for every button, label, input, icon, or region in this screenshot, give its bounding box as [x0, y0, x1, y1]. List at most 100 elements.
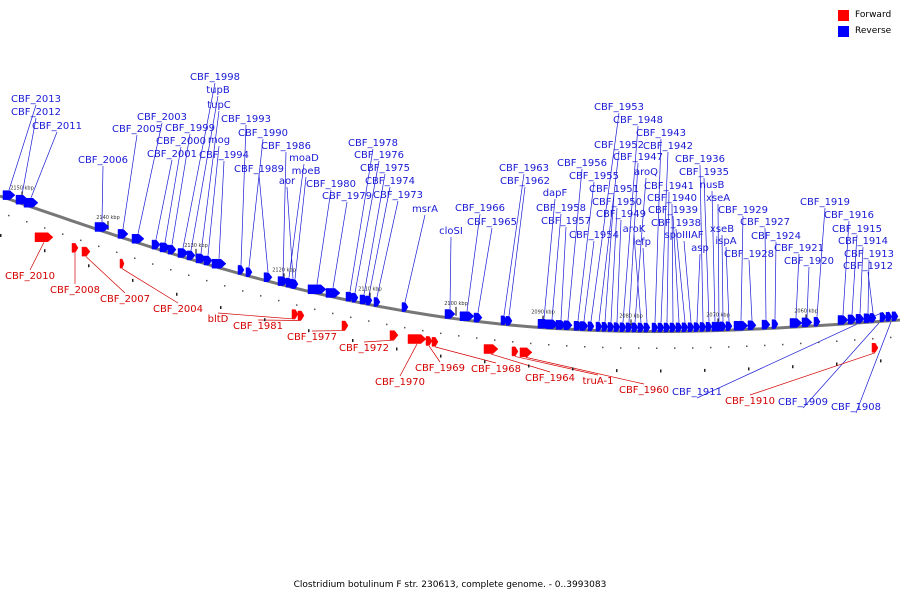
- gene-bltd-forward: [291, 309, 299, 319]
- track-dot: [494, 339, 496, 341]
- track-dash: [616, 369, 618, 373]
- gene-cbf-2001-reverse: [151, 239, 161, 250]
- gene-cbf-1964-forward: [483, 344, 499, 354]
- gene-cbf-1994-reverse: [211, 258, 227, 269]
- track-dot: [620, 347, 622, 349]
- gene-cbf-1927-reverse: [761, 319, 771, 330]
- leader-line: [349, 148, 374, 292]
- leader-line: [354, 160, 380, 293]
- map-caption: Clostridium botulinum F str. 230613, com…: [294, 580, 607, 590]
- label-cbf-1921: CBF_1921: [774, 243, 824, 254]
- track-dot: [152, 263, 154, 265]
- leader-line: [399, 343, 418, 377]
- scale-ticks: 2150 kbp 2140 kbp 2130 kbp 2120 kbp 2110 kbp…: [10, 186, 818, 329]
- leader-line: [164, 146, 182, 243]
- track-dash: [704, 368, 706, 372]
- leader-line: [666, 191, 670, 323]
- gene-cbf-1910-forward: [871, 343, 879, 353]
- gene-cbf-1924-reverse: [771, 319, 779, 329]
- gene-cbf-1980-reverse: [307, 284, 327, 295]
- gene-cbf-1941-reverse: [663, 322, 671, 333]
- label-cbf-1989: CBF_1989: [234, 164, 284, 175]
- track-dash: [308, 329, 310, 333]
- gene-cbf-1949-reverse: [613, 322, 621, 332]
- gene-cbf-1909-reverse: [885, 312, 893, 322]
- label-cbf-1977: CBF_1977: [287, 332, 337, 343]
- label-cbf-2013: CBF_2013: [11, 94, 61, 105]
- label-cbf-2000: CBF_2000: [156, 136, 206, 147]
- label-moeb: moeB: [292, 166, 321, 177]
- gene-cbf-1954-reverse: [579, 321, 589, 331]
- leader-line: [363, 339, 395, 343]
- track-dot: [62, 233, 64, 235]
- gene-cbf-1916-reverse: [837, 315, 849, 325]
- leader-line: [182, 82, 216, 249]
- leader-line: [764, 227, 767, 320]
- track-dash: [264, 318, 266, 322]
- leader-line: [218, 160, 225, 259]
- track-dot: [278, 299, 280, 302]
- gene-cbf-1920-reverse: [801, 317, 813, 328]
- track-dot: [368, 320, 370, 322]
- label-cbf-2006: CBF_2006: [78, 155, 128, 166]
- track-dash: [0, 234, 2, 237]
- label-cbf-1913: CBF_1913: [844, 249, 894, 260]
- forward-swatch: [838, 10, 849, 21]
- label-cbf-1976: CBF_1976: [354, 150, 404, 161]
- leader-line: [859, 246, 864, 314]
- label-cbf-1940: CBF_1940: [647, 193, 697, 204]
- track-dot: [314, 308, 316, 311]
- reverse-swatch: [838, 26, 849, 37]
- leader-line: [316, 189, 332, 285]
- track-dash: [748, 367, 750, 371]
- label-aor: aor: [279, 176, 296, 187]
- scale-tick-label: 2150 kbp: [10, 186, 34, 192]
- label-cbf-1998: CBF_1998: [190, 72, 240, 83]
- label-cbf-1973: CBF_1973: [373, 190, 423, 201]
- leader-line: [604, 194, 615, 322]
- gene-cbf-1943-reverse: [651, 322, 659, 333]
- label-cbf-1955: CBF_1955: [569, 171, 619, 182]
- leader-line: [567, 168, 583, 321]
- label-tupc: tupC: [207, 100, 231, 111]
- label-cbf-1924: CBF_1924: [751, 231, 801, 242]
- track-dot: [512, 341, 514, 343]
- track-dot: [602, 346, 604, 349]
- gene-cbf-1963-reverse: [500, 315, 508, 326]
- track-dot: [440, 332, 442, 335]
- label-cbf-1910: CBF_1910: [725, 396, 775, 407]
- label-cbf-1947: CBF_1947: [613, 152, 663, 163]
- gene-cbf-1915-reverse: [847, 314, 857, 325]
- track-dot: [638, 347, 640, 349]
- track-dot: [98, 245, 100, 248]
- leader-line: [634, 177, 647, 323]
- leader-line: [717, 203, 720, 322]
- leader-line: [121, 268, 179, 304]
- track-dot: [134, 257, 136, 259]
- gene-cbf-1998-reverse: [177, 248, 189, 258]
- label-asp: asp: [691, 243, 709, 254]
- leader-line: [725, 246, 730, 322]
- leader-line: [749, 352, 876, 396]
- gene-cbf-1947-reverse: [625, 322, 633, 333]
- label-cbf-1936: CBF_1936: [675, 154, 725, 165]
- label-aroq: aroQ: [634, 167, 658, 178]
- leader-line: [404, 214, 426, 303]
- scale-tick-label: 2140 kbp: [96, 215, 120, 221]
- label-cbf-1981: CBF_1981: [233, 321, 283, 332]
- leader-line: [633, 234, 642, 323]
- gene-cbf-2008-forward: [71, 243, 79, 253]
- leader-line: [867, 259, 870, 314]
- gene-cbf-1958-reverse: [545, 319, 559, 330]
- track-dot: [872, 338, 874, 340]
- track-markers: [0, 214, 892, 373]
- leader-line: [699, 164, 704, 322]
- gene-aroq-reverse: [631, 322, 639, 333]
- track-dot: [764, 344, 766, 347]
- leader-line: [816, 207, 826, 317]
- label-cbf-1916: CBF_1916: [824, 210, 874, 221]
- track-dot: [242, 290, 244, 292]
- scale-tick-label: 2100 kbp: [444, 301, 468, 307]
- leader-line: [200, 110, 220, 254]
- label-cbf-1911: CBF_1911: [672, 387, 722, 398]
